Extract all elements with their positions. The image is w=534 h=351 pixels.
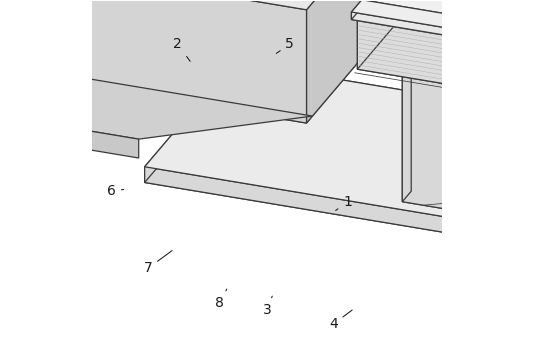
Polygon shape [402,53,411,202]
Polygon shape [307,0,407,123]
Text: 2: 2 [174,38,190,61]
Polygon shape [145,62,534,351]
Polygon shape [474,0,526,127]
Polygon shape [441,0,534,199]
Polygon shape [517,0,526,137]
Polygon shape [0,0,30,60]
Polygon shape [145,62,234,183]
Polygon shape [351,12,534,257]
Polygon shape [351,7,534,257]
Polygon shape [402,63,455,211]
Polygon shape [234,62,534,351]
Polygon shape [455,61,464,211]
Polygon shape [357,13,534,297]
Polygon shape [362,0,534,245]
Polygon shape [145,167,534,351]
Polygon shape [0,0,407,10]
Text: 7: 7 [144,251,172,275]
Polygon shape [357,0,534,297]
Polygon shape [0,97,139,158]
Polygon shape [351,0,534,250]
Polygon shape [0,0,307,123]
Polygon shape [436,0,534,158]
Polygon shape [145,78,534,351]
Polygon shape [402,191,464,211]
Text: 1: 1 [336,195,352,211]
Polygon shape [0,53,312,139]
Polygon shape [465,0,474,128]
Polygon shape [357,0,441,69]
Polygon shape [436,0,534,150]
Polygon shape [402,53,464,72]
Polygon shape [411,53,464,200]
Polygon shape [465,0,517,137]
Polygon shape [357,0,534,240]
Polygon shape [30,0,407,4]
Text: 6: 6 [107,184,124,198]
Text: 4: 4 [329,310,352,331]
Polygon shape [0,0,407,123]
Text: 5: 5 [276,38,294,53]
Text: 3: 3 [263,296,272,317]
Polygon shape [446,0,534,145]
Text: 8: 8 [215,289,227,310]
Polygon shape [351,0,362,20]
Polygon shape [436,0,534,158]
Polygon shape [465,118,526,137]
